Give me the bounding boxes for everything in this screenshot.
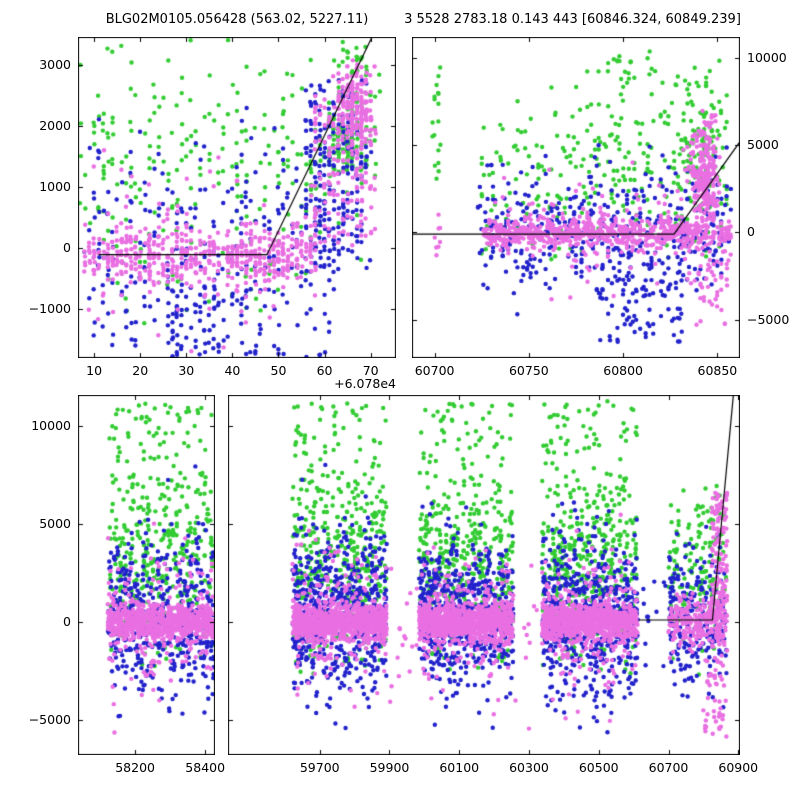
y-tick-label: −1000 [28,300,71,316]
y-tick-label: 5000 [39,515,71,531]
x-tick-label: 60500 [578,760,619,775]
x-tick-label: 60 [316,363,333,378]
x-tick-label: 58200 [115,760,155,775]
x-tick-label: 60850 [697,363,738,378]
y-tick-label: 10000 [31,418,71,434]
x-tick-label: 60750 [508,363,549,378]
x-tick-label: 60300 [509,760,549,775]
x-tick-label: 30 [178,363,195,378]
y-tick-label: −5000 [747,311,790,327]
panel-canvas-bottom-right [228,395,740,755]
x-tick-label: 60800 [603,363,644,378]
panel-canvas-top-left [78,37,396,358]
y-tick-label: 1000 [39,178,71,194]
x-tick-label: 60900 [718,760,759,775]
y-tick-label: −5000 [28,711,71,727]
x-tick-label: 59900 [369,760,410,775]
x-tick-label: 60700 [414,363,455,378]
y-tick-label: 10000 [747,49,787,65]
panel-canvas-bottom-left [78,395,215,755]
x-axis-offset-label: +6.078e4 [334,376,396,391]
x-tick-label: 59700 [299,760,340,775]
plot-title-left: BLG02M0105.056428 (563.02, 5227.11) [105,12,369,27]
x-tick-label: 58400 [185,760,226,775]
x-tick-label: 50 [270,363,287,378]
y-tick-label: 0 [747,224,755,240]
x-tick-label: 10 [86,363,103,378]
x-tick-label: 40 [224,363,241,378]
x-tick-label: 60700 [648,760,689,775]
y-tick-label: 3000 [39,56,71,72]
panel-canvas-top-right [412,37,740,358]
x-tick-label: 20 [132,363,149,378]
plot-title-right: 3 5528 2783.18 0.143 443 [60846.324, 608… [404,12,741,27]
x-tick-label: 70 [362,363,379,378]
y-tick-label: 2000 [39,117,71,133]
y-tick-label: 0 [63,239,71,255]
x-tick-label: 60100 [439,760,480,775]
y-tick-label: 5000 [747,136,779,152]
y-tick-label: 0 [63,613,71,629]
